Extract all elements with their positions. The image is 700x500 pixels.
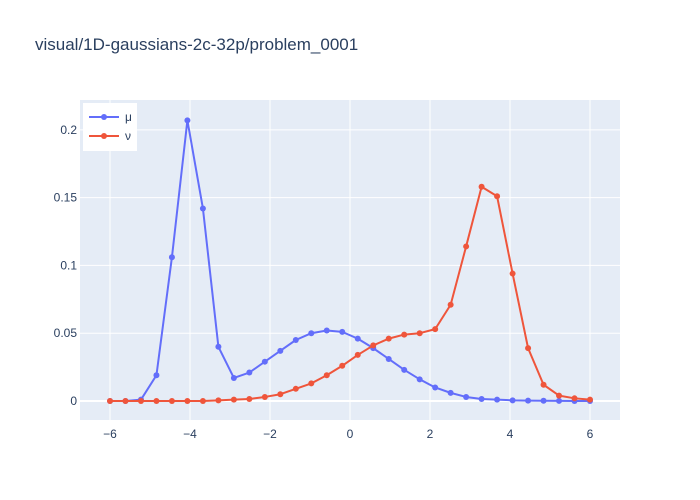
- legend-item-nu[interactable]: ν: [89, 129, 131, 143]
- data-point: [153, 398, 160, 405]
- data-point: [292, 385, 299, 392]
- y-tick-label: 0: [70, 394, 77, 408]
- data-point: [540, 381, 547, 388]
- data-point: [478, 395, 485, 402]
- x-tick-label: −6: [103, 427, 117, 441]
- data-point: [246, 395, 253, 402]
- legend-box: [83, 103, 137, 151]
- data-point: [153, 372, 160, 379]
- legend-swatch-marker: [101, 114, 107, 120]
- x-tick-label: 2: [427, 427, 434, 441]
- data-point: [401, 331, 408, 338]
- chart-title: visual/1D-gaussians-2c-32p/problem_0001: [35, 35, 358, 54]
- y-axis: 0 0.05 0.1 0.15 0.2: [54, 123, 78, 408]
- data-point: [385, 355, 392, 362]
- data-point: [354, 351, 361, 358]
- data-point: [401, 366, 408, 373]
- data-point: [494, 193, 501, 200]
- y-tick-label: 0.05: [54, 326, 78, 340]
- x-axis: −6 −4 −2 0 2 4 6: [103, 427, 594, 441]
- x-tick-label: 0: [347, 427, 354, 441]
- legend-swatch-marker: [101, 133, 107, 139]
- data-point: [339, 362, 346, 369]
- data-point: [308, 330, 315, 337]
- data-point: [587, 396, 593, 403]
- data-point: [339, 328, 346, 335]
- data-point: [215, 343, 222, 350]
- legend[interactable]: μν: [83, 103, 137, 151]
- y-tick-label: 0.15: [54, 191, 78, 205]
- x-tick-label: 4: [507, 427, 514, 441]
- data-point: [509, 270, 516, 277]
- data-point: [137, 398, 144, 405]
- data-point: [540, 397, 547, 404]
- data-point: [168, 254, 175, 261]
- data-point: [184, 398, 191, 405]
- data-point: [199, 205, 206, 212]
- data-point: [463, 393, 470, 400]
- data-point: [416, 330, 423, 337]
- data-point: [168, 398, 175, 405]
- data-point: [370, 342, 377, 349]
- data-point: [184, 117, 191, 124]
- legend-label: ν: [125, 129, 131, 143]
- x-tick-label: −4: [183, 427, 197, 441]
- x-tick-label: 6: [587, 427, 594, 441]
- data-point: [230, 396, 237, 403]
- data-point: [323, 327, 330, 334]
- data-point: [463, 243, 470, 250]
- data-point: [261, 358, 268, 365]
- y-tick-label: 0.2: [60, 123, 77, 137]
- series-layer: [107, 117, 593, 405]
- data-point: [432, 326, 439, 333]
- data-point: [323, 372, 330, 379]
- data-point: [509, 397, 516, 404]
- data-point: [199, 398, 206, 405]
- data-point: [571, 395, 578, 402]
- series-mu: [107, 117, 593, 405]
- data-point: [230, 374, 237, 381]
- data-point: [525, 345, 532, 352]
- y-tick-label: 0.1: [60, 258, 77, 272]
- data-point: [556, 392, 563, 399]
- data-point: [432, 384, 439, 391]
- data-point: [354, 335, 361, 342]
- data-point: [308, 380, 315, 387]
- legend-label: μ: [125, 110, 132, 124]
- data-point: [122, 398, 129, 405]
- data-point: [277, 347, 284, 354]
- series-nu: [107, 183, 593, 405]
- x-tick-label: −2: [263, 427, 277, 441]
- data-point: [494, 396, 501, 403]
- data-point: [292, 337, 299, 343]
- data-point: [261, 393, 268, 400]
- data-point: [447, 389, 454, 396]
- data-point: [556, 397, 563, 404]
- data-point: [478, 183, 485, 190]
- data-point: [525, 397, 532, 404]
- data-point: [385, 335, 392, 342]
- legend-item-mu[interactable]: μ: [89, 110, 132, 124]
- data-point: [416, 376, 423, 383]
- data-point: [447, 301, 454, 308]
- data-point: [277, 391, 284, 398]
- data-point: [215, 397, 222, 404]
- data-point: [246, 369, 253, 376]
- data-point: [107, 398, 113, 405]
